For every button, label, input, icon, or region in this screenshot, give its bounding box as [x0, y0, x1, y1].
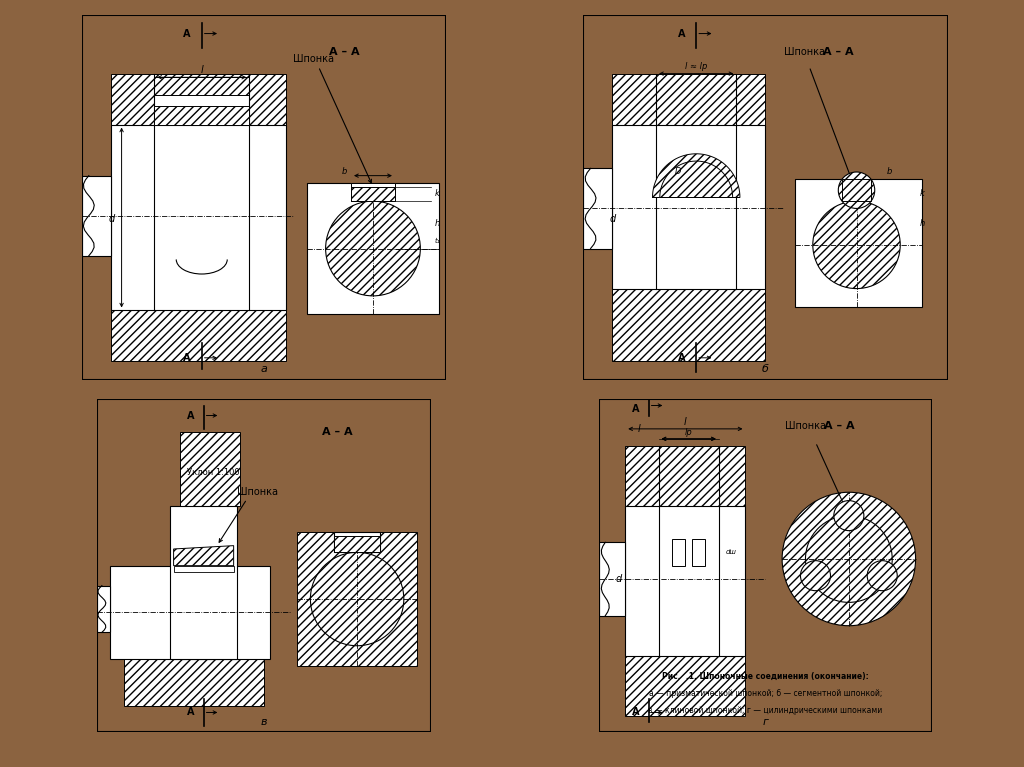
Text: Шпонка: Шпонка — [293, 54, 334, 64]
Bar — [111, 74, 286, 125]
Text: k: k — [435, 189, 439, 199]
Circle shape — [839, 172, 874, 209]
Bar — [334, 532, 381, 552]
Text: l: l — [637, 424, 640, 434]
Text: A: A — [183, 353, 190, 363]
Text: l: l — [201, 65, 203, 75]
Text: A: A — [632, 404, 639, 414]
Text: А – А: А – А — [329, 47, 359, 57]
Text: Шпонка: Шпонка — [783, 47, 824, 57]
Circle shape — [310, 552, 403, 646]
Text: t₁: t₁ — [435, 239, 440, 244]
Text: A: A — [678, 28, 685, 38]
Bar — [111, 311, 286, 361]
Circle shape — [834, 501, 864, 531]
Text: Шпонка: Шпонка — [237, 487, 278, 497]
Bar — [584, 169, 612, 249]
Bar — [180, 433, 241, 505]
Text: в — клиновой шпонкой; г — цилиндрическими шпонками: в — клиновой шпонкой; г — цилиндрическим… — [648, 706, 883, 715]
Text: dш: dш — [725, 549, 736, 555]
Text: б: б — [762, 364, 769, 374]
Text: А – А: А – А — [823, 420, 854, 430]
Bar — [307, 183, 438, 314]
Text: A: A — [678, 353, 685, 363]
Text: A: A — [186, 410, 194, 420]
Bar — [612, 74, 765, 125]
Text: A: A — [632, 707, 639, 717]
Text: h: h — [435, 219, 440, 228]
Bar — [626, 505, 745, 656]
Bar — [170, 505, 237, 659]
Circle shape — [801, 561, 830, 591]
Text: а: а — [260, 364, 267, 374]
Text: A: A — [186, 707, 194, 717]
Polygon shape — [659, 161, 732, 198]
Text: D: D — [675, 167, 681, 176]
Bar — [297, 532, 417, 666]
Bar — [97, 586, 111, 632]
Text: A: A — [183, 28, 190, 38]
Polygon shape — [174, 545, 233, 566]
Bar — [155, 96, 249, 125]
Bar — [599, 542, 626, 616]
Bar — [111, 566, 270, 659]
Bar — [155, 107, 249, 125]
Bar — [111, 125, 286, 311]
Text: в: в — [260, 717, 267, 727]
Text: А – А: А – А — [823, 47, 854, 57]
Text: b: b — [887, 167, 892, 176]
Text: d: d — [615, 574, 622, 584]
Bar — [351, 186, 395, 201]
Text: b: b — [342, 167, 347, 176]
Bar — [692, 539, 706, 566]
Text: d: d — [610, 214, 616, 225]
Polygon shape — [652, 154, 740, 198]
Text: а — призматической шпонкой; б — сегментной шпонкой;: а — призматической шпонкой; б — сегментн… — [649, 689, 882, 698]
Bar — [334, 535, 381, 552]
Bar — [174, 566, 233, 572]
Bar — [795, 179, 922, 307]
Bar — [626, 656, 745, 716]
Bar — [842, 179, 871, 201]
Circle shape — [867, 561, 897, 591]
Circle shape — [782, 492, 915, 626]
Bar — [124, 659, 264, 706]
Bar — [612, 288, 765, 361]
Text: Уклон 1:100: Уклон 1:100 — [187, 468, 240, 477]
Bar — [351, 183, 395, 201]
Text: А – А: А – А — [322, 427, 352, 437]
Bar — [612, 125, 765, 288]
Bar — [672, 539, 685, 566]
Circle shape — [813, 201, 900, 288]
Bar — [795, 179, 922, 307]
Text: h: h — [920, 219, 925, 228]
Text: k: k — [920, 189, 925, 199]
Text: Рис.  .1. Шпоночные соединения (окончание):: Рис. .1. Шпоночные соединения (окончание… — [663, 673, 868, 681]
Text: d: d — [109, 214, 115, 225]
Circle shape — [806, 515, 892, 602]
Text: Шпонка: Шпонка — [785, 420, 826, 430]
Text: l ≈ lр: l ≈ lр — [685, 62, 708, 71]
Bar — [82, 176, 111, 256]
Bar — [626, 446, 745, 505]
Text: г: г — [763, 717, 768, 727]
Bar — [307, 183, 438, 314]
Text: l: l — [684, 417, 687, 427]
Circle shape — [326, 201, 420, 296]
Text: lр: lр — [685, 428, 692, 436]
